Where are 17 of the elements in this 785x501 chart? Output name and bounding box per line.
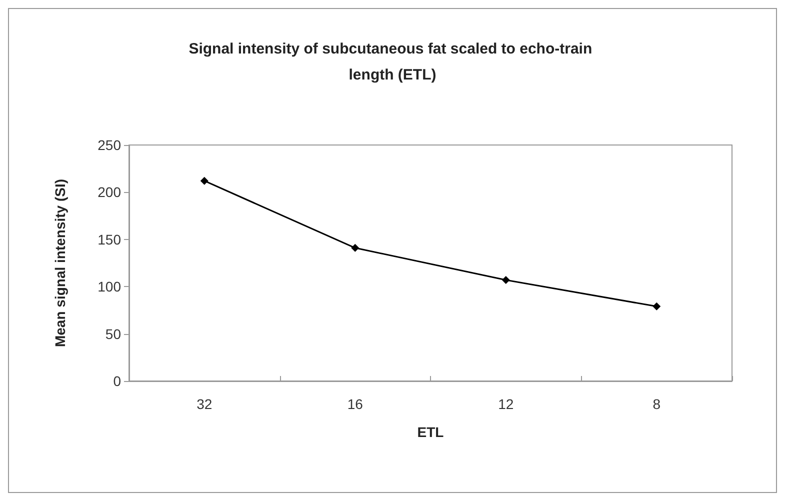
x-tick-label: 8 [652,396,661,412]
chart-title: Signal intensity of subcutaneous fat scaled to echo-train length (ETL) [188,40,596,84]
y-tick-label: 200 [98,184,122,200]
x-axis-title: ETL [417,424,444,440]
x-tick-label: 12 [498,396,514,412]
point [502,276,510,284]
y-tick-label: 250 [98,137,122,153]
y-tick-label: 0 [113,373,122,389]
y-tick-label: 50 [105,326,122,342]
y-axis-title: Mean signal intensity (SI) [52,178,68,348]
point [652,302,661,310]
point [200,176,208,185]
y-tick-label: 150 [98,231,122,248]
x-tick-label: 32 [196,396,212,412]
x-tick-label: 16 [347,396,364,412]
point [351,244,360,252]
y-tick-label: 100 [98,278,122,295]
